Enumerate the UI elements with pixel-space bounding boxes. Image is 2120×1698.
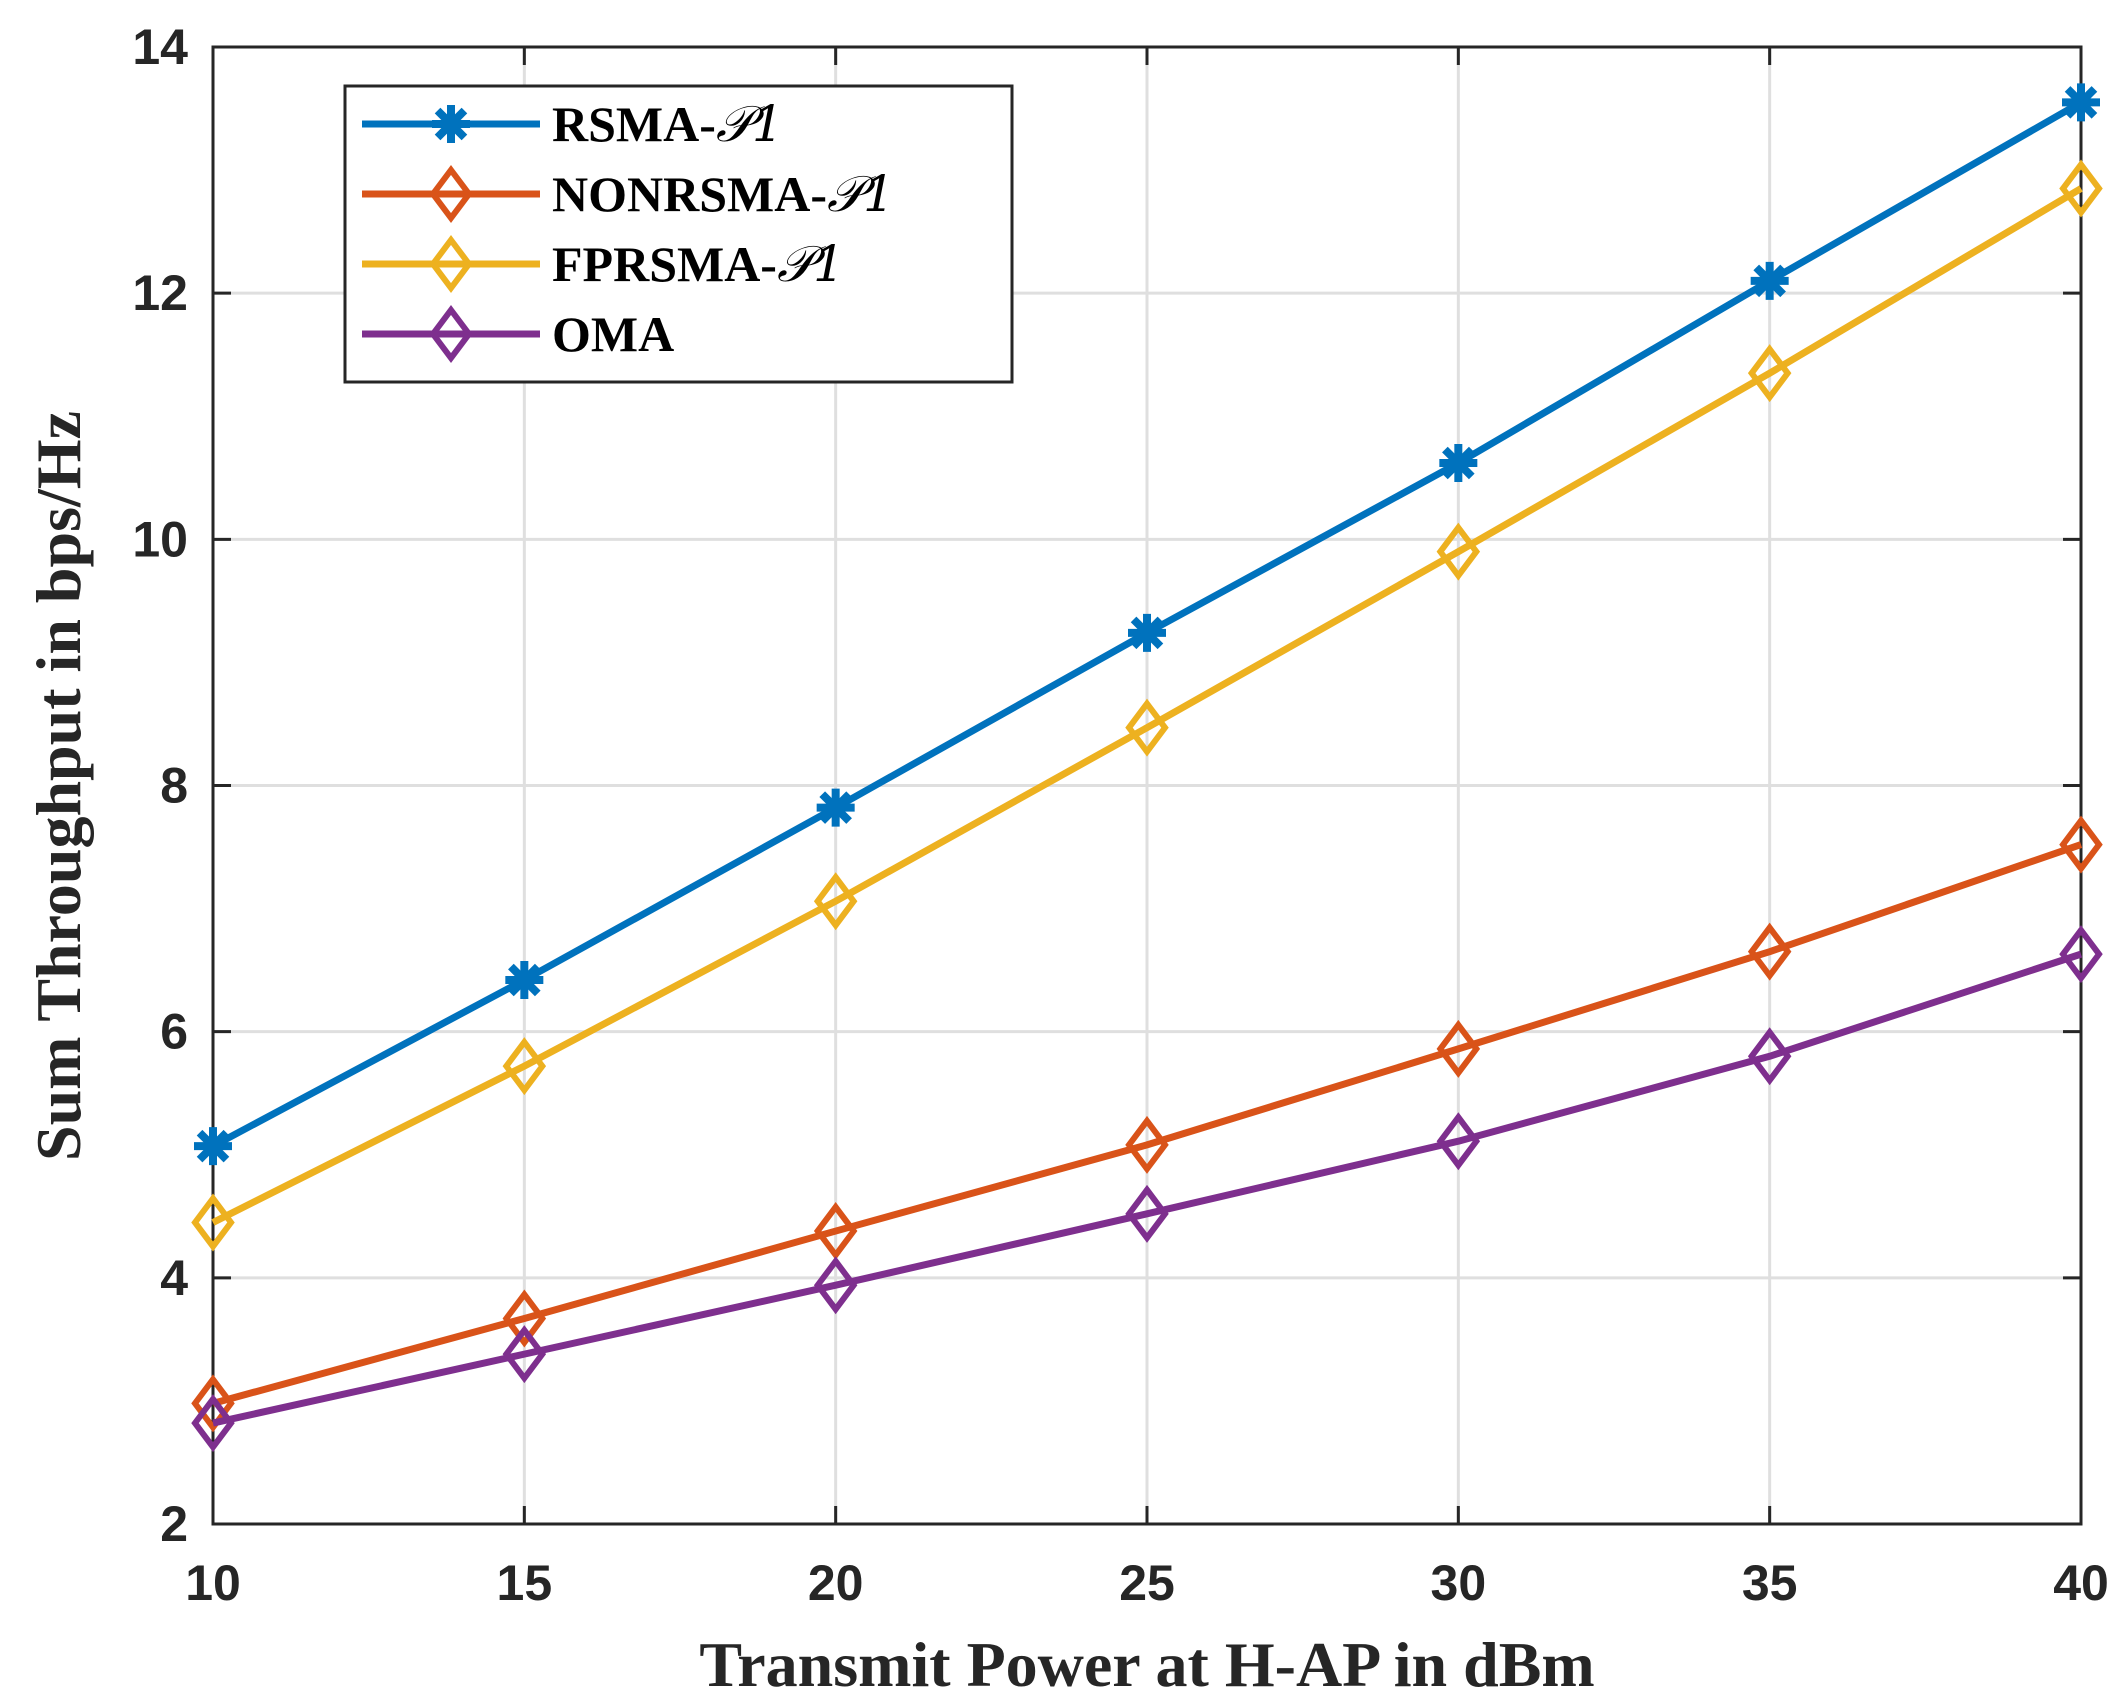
- data-point: [1128, 613, 1166, 652]
- series-nonrsma: [191, 815, 2103, 1433]
- data-point: [505, 960, 544, 999]
- x-tick-label: 15: [497, 1555, 553, 1611]
- x-tick-label: 25: [1119, 1555, 1175, 1611]
- data-point: [194, 1127, 232, 1166]
- legend-marker: [429, 235, 473, 293]
- series-line: [212, 841, 2083, 1407]
- y-tick-label: 4: [160, 1250, 188, 1306]
- data-point: [813, 1256, 858, 1315]
- legend-entry: FPRSMA-𝒫1: [362, 235, 845, 293]
- y-tick-label: 14: [132, 19, 188, 75]
- y-tick-label: 8: [160, 758, 188, 814]
- data-point: [1436, 1019, 1481, 1078]
- legend-label: OMA: [552, 306, 674, 362]
- data-point: [816, 788, 855, 827]
- data-point: [502, 1325, 547, 1384]
- y-tick-label: 6: [160, 1004, 188, 1060]
- x-tick-label: 20: [808, 1555, 864, 1611]
- data-point: [502, 1037, 547, 1096]
- data-point: [1436, 522, 1481, 581]
- data-point: [1439, 444, 1478, 483]
- data-point: [1747, 1027, 1792, 1086]
- legend-marker: [432, 105, 470, 143]
- series-rsma: [194, 83, 2100, 1166]
- data-point: [2062, 83, 2100, 122]
- data-point: [1747, 344, 1792, 403]
- series-line: [212, 950, 2083, 1427]
- x-tick-label: 30: [1431, 1555, 1487, 1611]
- data-point: [2059, 925, 2103, 984]
- y-axis-title: Sum Throughput in bps/Hz: [23, 411, 94, 1161]
- data-point: [813, 872, 858, 931]
- data-point: [1747, 922, 1792, 981]
- legend-marker: [429, 165, 473, 223]
- legend: RSMA-𝒫1 NONRSMA-𝒫1 FPRSMA-𝒫1 OMA: [343, 84, 1014, 384]
- series-layer: [191, 83, 2103, 1453]
- tick-labels: 10 15 20 25 30 35 40 2 4 6 8 10 12 14: [132, 19, 2108, 1611]
- y-tick-label: 2: [160, 1496, 188, 1552]
- legend-label: RSMA-𝒫1: [552, 95, 784, 153]
- data-point: [191, 1374, 235, 1433]
- axis-ticks: [211, 45, 2083, 1526]
- y-tick-label: 12: [132, 265, 188, 321]
- series-fprsma: [191, 159, 2103, 1252]
- legend-entry: NONRSMA-𝒫1: [362, 165, 895, 223]
- x-tick-label: 10: [185, 1555, 241, 1611]
- legend-label: NONRSMA-𝒫1: [552, 165, 895, 223]
- series-line: [211, 185, 2083, 1226]
- legend-entry: RSMA-𝒫1: [362, 95, 784, 153]
- x-tick-label: 40: [2053, 1555, 2109, 1611]
- x-axis-title: Transmit Power at H-AP in dBm: [699, 1629, 1594, 1698]
- data-point: [191, 1394, 235, 1453]
- y-tick-label: 10: [132, 511, 188, 567]
- x-tick-label: 35: [1742, 1555, 1798, 1611]
- data-point: [2059, 159, 2103, 218]
- data-point: [2059, 815, 2103, 874]
- legend-marker: [429, 305, 473, 363]
- data-point: [813, 1202, 858, 1261]
- data-point: [1750, 261, 1789, 300]
- data-point: [191, 1193, 235, 1252]
- data-point: [1125, 1115, 1169, 1174]
- data-point: [1125, 698, 1169, 757]
- data-point: [502, 1289, 547, 1348]
- series-oma: [191, 925, 2103, 1453]
- data-point: [1436, 1112, 1481, 1171]
- data-point: [1125, 1184, 1169, 1243]
- legend-entry: OMA: [362, 305, 674, 363]
- legend-label: FPRSMA-𝒫1: [552, 235, 845, 293]
